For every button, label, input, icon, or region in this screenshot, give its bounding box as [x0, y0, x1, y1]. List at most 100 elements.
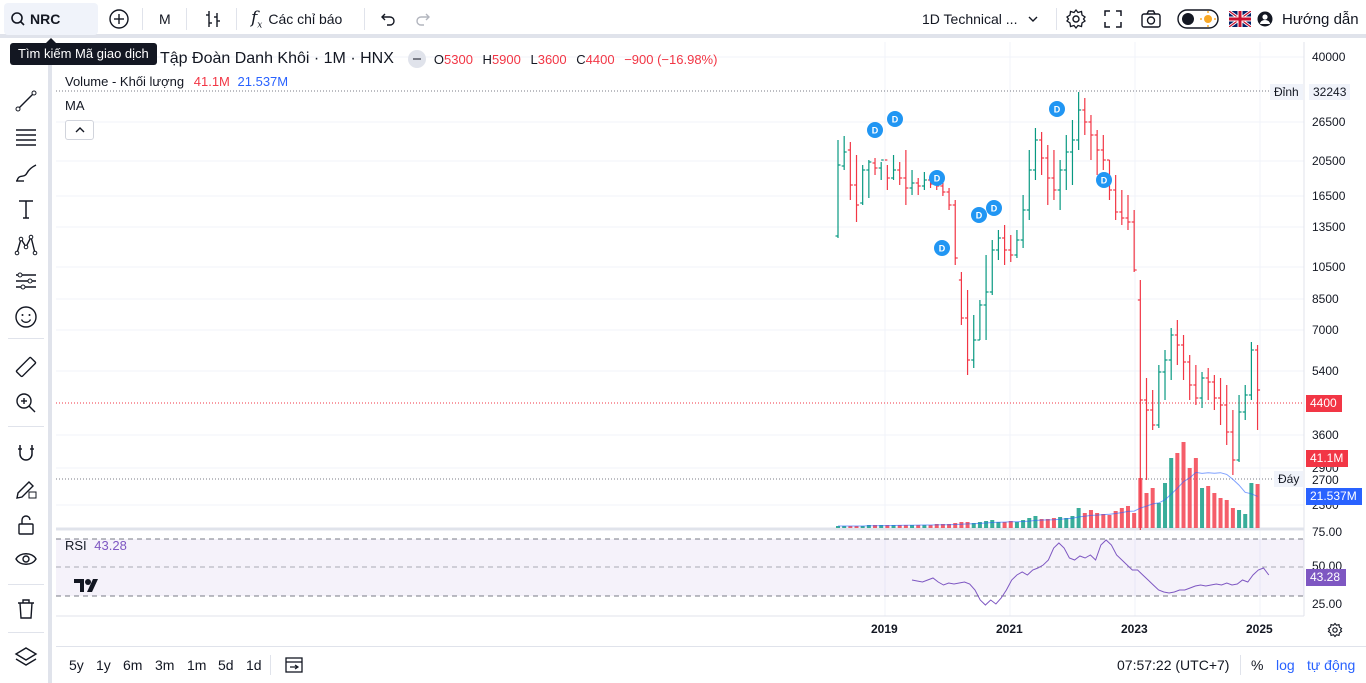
peak-value: 32243: [1309, 84, 1351, 100]
ohlc-bar: [915, 178, 921, 195]
volume-bar: [879, 525, 884, 528]
time-tick: 2023: [1121, 622, 1148, 636]
ohlc-bar: [909, 170, 915, 195]
ohlc-bar: [1218, 378, 1224, 425]
volume-bar: [1051, 518, 1056, 528]
symbol-search-button[interactable]: NRC: [4, 3, 98, 35]
auto-toggle[interactable]: tự động: [1307, 657, 1356, 673]
range-1d[interactable]: 1d: [246, 657, 262, 673]
axis-settings-button[interactable]: [1327, 622, 1343, 643]
lock-drawing-tool[interactable]: [13, 476, 39, 502]
tv-logo-icon: [74, 579, 98, 592]
dividend-marker: D: [867, 122, 883, 138]
ma-legend[interactable]: MA: [65, 98, 85, 113]
layers-icon: [14, 647, 38, 666]
fullscreen-button[interactable]: [1103, 0, 1123, 38]
volume-bar: [916, 525, 921, 528]
magnet-icon: [18, 445, 34, 461]
volume-bar: [1150, 488, 1155, 528]
indicators-button[interactable]: fx Các chỉ báo: [251, 0, 342, 38]
rsi-tick: 25.00: [1312, 597, 1343, 611]
ohlc-bar: [835, 140, 841, 238]
clock[interactable]: 07:57:22 (UTC+7): [1117, 657, 1230, 673]
tradingview-logo[interactable]: [73, 577, 99, 598]
volume-legend[interactable]: Volume - Khối lượng 41.1M 21.537M: [65, 74, 288, 89]
brush-icon: [16, 164, 37, 182]
interval-button[interactable]: M: [159, 11, 171, 27]
compare-button[interactable]: [108, 0, 130, 38]
ohlc-bar: [958, 272, 964, 325]
ohlc-bar: [878, 159, 884, 180]
date-range-button[interactable]: [284, 655, 304, 678]
legend-title[interactable]: Tập Đoàn Danh Khôi · 1M · HNX: [160, 50, 394, 67]
volume-ma-tag: 21.537M: [1306, 488, 1362, 505]
guide-button[interactable]: Hướng dẫn: [1257, 0, 1359, 38]
volume-bar: [947, 524, 952, 528]
volume-bar: [934, 524, 939, 528]
zoom-in-icon: [16, 393, 36, 413]
language-button[interactable]: [1229, 0, 1251, 38]
volume-ma-line: [838, 471, 1258, 527]
prediction-tool[interactable]: [13, 268, 39, 294]
ohlc-bar: [1242, 385, 1248, 420]
settings-button[interactable]: [1065, 0, 1087, 38]
legend-dot[interactable]: [407, 50, 426, 68]
lock-all-tool[interactable]: [13, 512, 39, 538]
hide-drawings-tool[interactable]: [13, 546, 39, 572]
volume-bar: [1175, 453, 1180, 528]
rsi-legend[interactable]: RSI 43.28: [65, 538, 127, 553]
redo-button[interactable]: [415, 0, 433, 38]
ohlc-bar: [1187, 355, 1193, 400]
layout-button[interactable]: 1D Technical ...: [922, 0, 1039, 38]
fib-tool[interactable]: [13, 124, 39, 150]
volume-bar: [873, 525, 878, 528]
brush-tool[interactable]: [13, 160, 39, 186]
trend-line-tool[interactable]: [13, 88, 39, 114]
undo-button[interactable]: [378, 0, 396, 38]
magnet-tool[interactable]: [13, 440, 39, 466]
volume-bar: [1119, 508, 1124, 528]
range-5d[interactable]: 5d: [218, 657, 234, 673]
theme-toggle[interactable]: [1177, 0, 1219, 38]
object-tree-tool[interactable]: [13, 644, 39, 670]
volume-bar: [1144, 493, 1149, 528]
bar-style-button[interactable]: [202, 0, 224, 38]
log-toggle[interactable]: log: [1276, 657, 1295, 673]
horizontal-lines-icon: [16, 129, 36, 146]
plus-circle-icon: [109, 9, 129, 29]
ohlc-bar: [891, 155, 897, 180]
range-1m[interactable]: 1m: [187, 657, 207, 673]
change-value: −900 (−16.98%): [624, 51, 718, 67]
zoom-tool[interactable]: [13, 390, 39, 416]
percent-toggle[interactable]: %: [1251, 657, 1264, 673]
search-icon: [11, 12, 25, 26]
ohlc-bar: [983, 255, 989, 340]
fullscreen-icon: [1104, 10, 1122, 28]
ohlc-bar: [946, 188, 952, 210]
volume-bar: [1039, 519, 1044, 528]
pattern-tool[interactable]: [13, 232, 39, 258]
ohlc-bar: [884, 159, 890, 190]
volume-bar: [977, 522, 982, 528]
remove-drawings-tool[interactable]: [13, 596, 39, 622]
ruler-tool[interactable]: [13, 354, 39, 380]
open-value: 5300: [444, 51, 473, 67]
volume-bar: [885, 525, 890, 528]
trend-line-icon: [15, 90, 37, 112]
range-5y[interactable]: 5y: [69, 657, 84, 673]
dividend-marker: D: [971, 207, 987, 223]
emoji-tool[interactable]: [13, 304, 39, 330]
undo-icon: [381, 13, 395, 26]
range-6m[interactable]: 6m: [123, 657, 143, 673]
range-1y[interactable]: 1y: [96, 657, 111, 673]
rsi-value: 43.28: [94, 538, 127, 553]
volume-value: 41.1M: [193, 74, 230, 89]
collapse-legend-button[interactable]: [65, 120, 94, 140]
text-tool[interactable]: [13, 196, 39, 222]
range-3m[interactable]: 3m: [155, 657, 175, 673]
price-tick: 26500: [1312, 115, 1346, 129]
screenshot-button[interactable]: [1140, 0, 1162, 38]
ohlc-bar: [1014, 230, 1020, 258]
ohlc-bar: [1156, 365, 1162, 428]
